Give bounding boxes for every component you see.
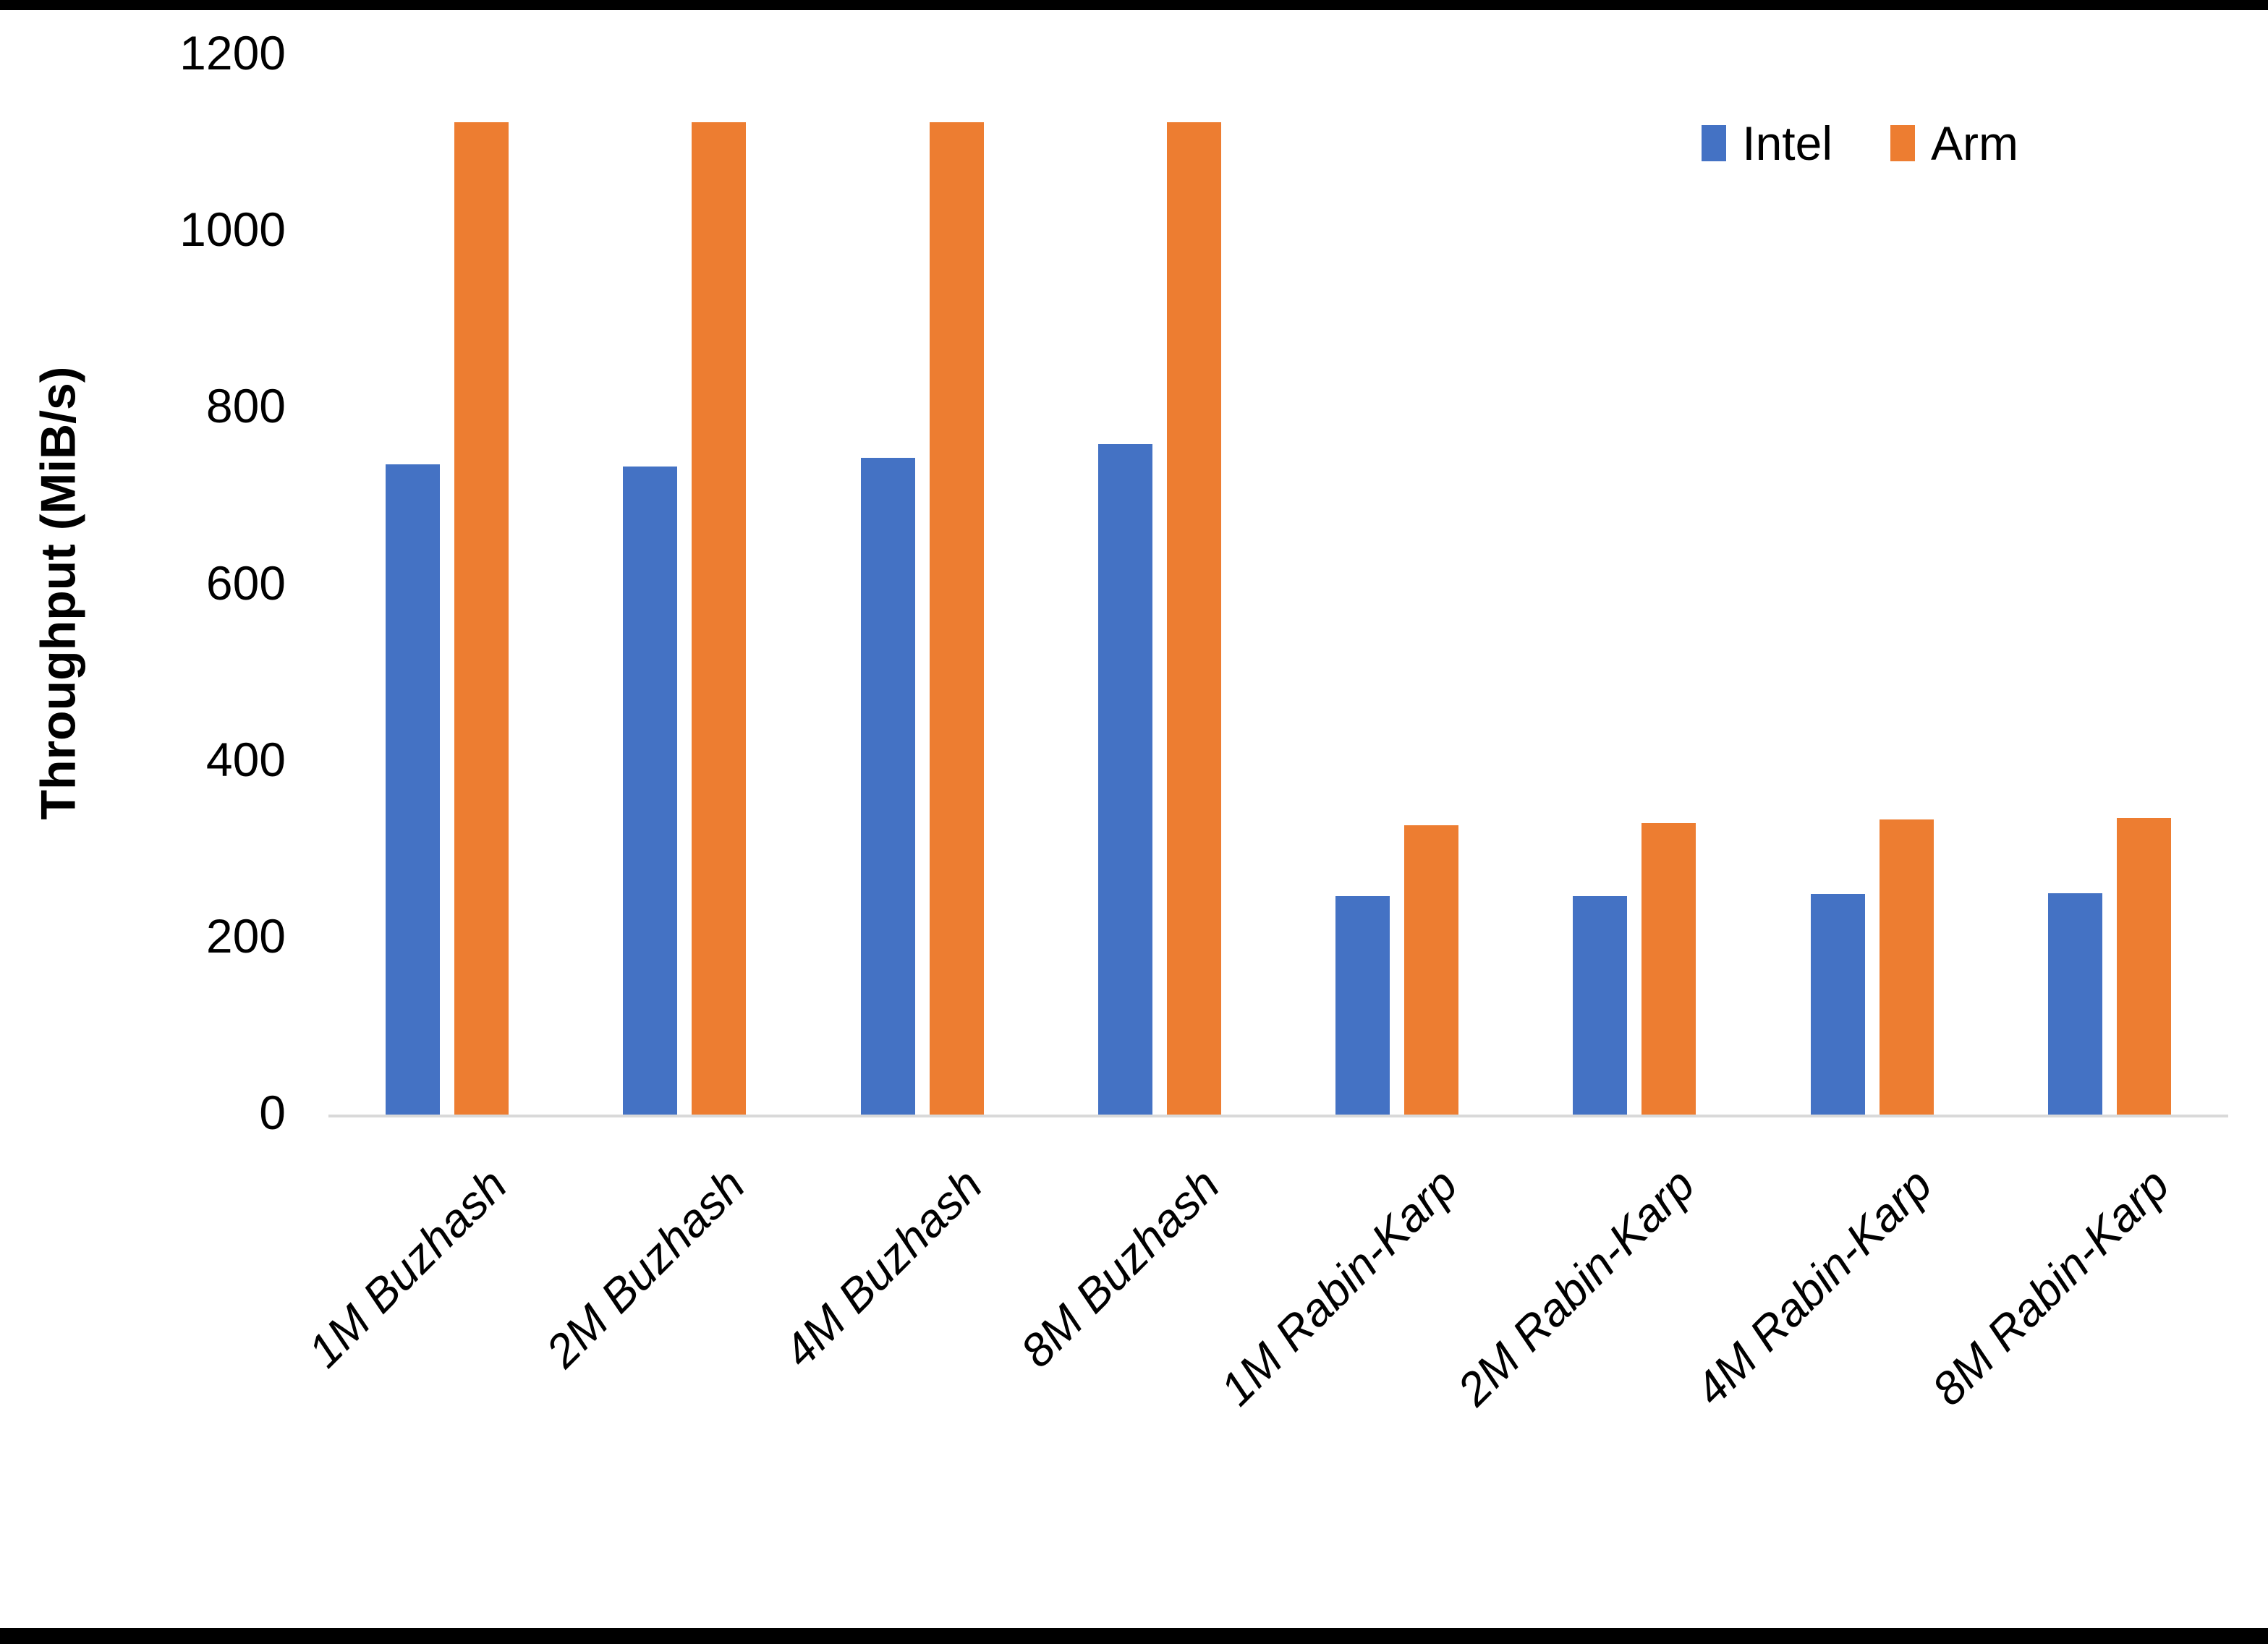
legend-item-arm: Arm: [1890, 119, 2018, 167]
bar-intel: [623, 467, 678, 1115]
x-category-label: 2M Buzhash: [535, 1158, 755, 1378]
bar-arm: [2116, 818, 2171, 1115]
x-category-label: 8M Buzhash: [1011, 1158, 1230, 1378]
bar-intel: [1097, 444, 1152, 1115]
legend: Intel Arm: [1702, 119, 2018, 167]
x-axis-line: [328, 1115, 2228, 1117]
y-tick-label: 400: [205, 732, 286, 786]
bar-arm: [1879, 819, 1934, 1115]
top-frame-border: [0, 0, 2268, 10]
bar-arm: [454, 122, 509, 1115]
y-tick-label: 800: [205, 379, 286, 433]
bar-intel: [2047, 893, 2102, 1115]
legend-label: Intel: [1742, 116, 1833, 170]
bar-arm: [1641, 823, 1696, 1115]
y-tick-label: 0: [259, 1085, 286, 1139]
x-category-label: 4M Buzhash: [773, 1158, 993, 1378]
bar-intel: [386, 464, 441, 1115]
bar-intel: [1573, 896, 1628, 1115]
x-category-label: 8M Rabin-Karp: [1922, 1158, 2180, 1415]
bar-intel: [860, 458, 915, 1115]
x-category-label: 4M Rabin-Karp: [1684, 1158, 1942, 1415]
bar-intel: [1810, 894, 1865, 1115]
bar-arm: [929, 122, 984, 1115]
x-category-label: 2M Rabin-Karp: [1447, 1158, 1704, 1415]
legend-item-intel: Intel: [1702, 119, 1832, 167]
bar-arm: [1404, 825, 1459, 1115]
bar-arm: [1166, 122, 1221, 1115]
y-tick-label: 1200: [179, 25, 286, 80]
bottom-frame-border: [0, 1628, 2268, 1644]
bar-arm: [692, 122, 747, 1115]
y-tick-label: 1000: [179, 203, 286, 257]
bar-intel: [1335, 896, 1390, 1115]
legend-swatch-icon: [1890, 125, 1916, 161]
legend-label: Arm: [1931, 116, 2018, 170]
x-category-label: 1M Rabin-Karp: [1210, 1158, 1467, 1415]
y-tick-label: 200: [205, 908, 286, 963]
y-tick-label: 600: [205, 555, 286, 610]
x-category-label: 1M Buzhash: [298, 1158, 517, 1378]
legend-swatch-icon: [1702, 125, 1727, 161]
